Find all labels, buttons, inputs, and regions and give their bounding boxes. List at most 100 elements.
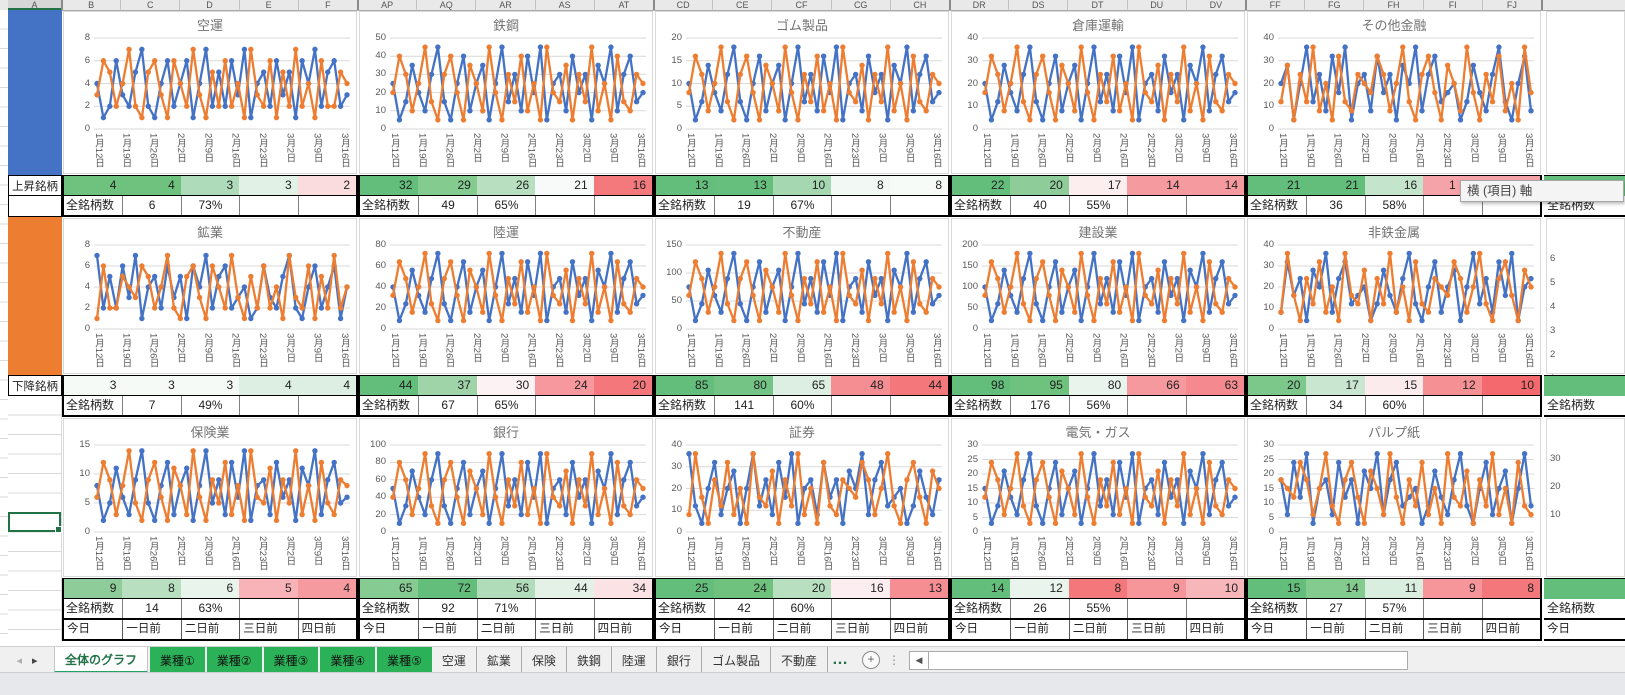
total-cell[interactable]: 56% [1068,396,1127,415]
column-header-CF[interactable]: CF [772,0,832,10]
tab-銀行[interactable]: 銀行 [657,647,702,673]
tab-業種③[interactable]: 業種③ [263,647,319,673]
day-label-cell[interactable]: 三日前 [239,620,297,639]
total-cell[interactable] [239,196,297,215]
heat-cell[interactable]: 20 [1010,176,1069,195]
partial-total-cell[interactable]: 全銘柄数 [1544,396,1625,417]
column-header-DU[interactable]: DU [1128,0,1187,10]
heat-cell[interactable]: 65 [772,376,832,395]
total-cell[interactable] [889,599,948,618]
tab-不動産[interactable]: 不動産 [771,647,828,673]
heat-cell[interactable]: 24 [714,579,773,598]
total-cell[interactable]: 全銘柄数 [658,198,707,212]
heat-cell[interactable]: 34 [593,579,653,598]
falling-color-block[interactable] [8,217,62,375]
tab-保険[interactable]: 保険 [522,647,567,673]
day-label-cell[interactable]: 三日前 [831,620,889,639]
day-label-cell[interactable]: 三日前 [1127,620,1185,639]
total-cell[interactable]: 63% [180,599,239,618]
heat-cell[interactable]: 95 [1010,376,1069,395]
heat-cell[interactable]: 4 [297,579,357,598]
heat-cell[interactable]: 44 [535,579,594,598]
total-cell[interactable]: 全銘柄数 [66,398,115,412]
total-cell[interactable] [1423,599,1481,618]
heat-cell[interactable]: 8 [889,176,949,195]
column-header-F[interactable]: F [299,0,358,10]
total-cell[interactable]: 92 [418,599,476,618]
column-header-CH[interactable]: CH [891,0,950,10]
heat-cell[interactable]: 3 [64,376,123,395]
heat-cell[interactable]: 14 [1127,176,1186,195]
chart-証券[interactable]: 証券 0 10 20 30 40 1月12日 1月19日 1月26日 2月2日 2月9日 2月16日 2… [655,418,949,577]
chart-非鉄金属[interactable]: 非鉄金属 0 10 20 30 40 1月12日 1月19日 1月26日 2月2日 2月9日 2月16… [1247,218,1541,374]
heat-cell[interactable]: 10 [772,176,832,195]
column-header-AQ[interactable]: AQ [417,0,477,10]
chart-銀行[interactable]: 銀行 0 20 40 60 80 100 1月12日 1月19日 1月26日 2月2日 2月9日 2月1… [359,418,653,577]
heat-cell[interactable]: 65 [360,579,419,598]
partial-day-cell[interactable]: 今日 [1544,620,1625,641]
day-label-cell[interactable]: 一日前 [122,620,180,639]
total-cell[interactable]: 60% [772,396,831,415]
heat-cell[interactable]: 3 [122,376,181,395]
column-header-AT[interactable]: AT [595,0,654,10]
heat-cell[interactable]: 8 [1481,579,1541,598]
tab-鉱業[interactable]: 鉱業 [477,647,522,673]
chart-鉄鋼[interactable]: 鉄鋼 0 10 20 30 40 50 1月12日 1月19日 1月26日 2月2日 2月9日 2月16… [359,11,653,174]
total-cell[interactable] [1185,396,1244,415]
day-label-cell[interactable]: 四日前 [297,620,356,639]
tab-鉄鋼[interactable]: 鉄鋼 [567,647,612,673]
total-cell[interactable] [1185,599,1244,618]
heat-cell[interactable]: 16 [1364,176,1424,195]
column-header-D[interactable]: D [180,0,240,10]
day-label-cell[interactable]: 四日前 [889,620,948,639]
heat-cell[interactable]: 25 [656,579,715,598]
column-header-FG[interactable]: FG [1305,0,1365,10]
heat-cell[interactable]: 14 [1306,579,1365,598]
total-cell[interactable]: 14 [122,599,180,618]
total-cell[interactable] [1127,196,1185,215]
total-cell[interactable]: 34 [1306,396,1364,415]
column-header-AS[interactable]: AS [536,0,595,10]
total-cell[interactable]: 19 [714,196,772,215]
rising-color-block[interactable] [8,10,62,175]
heat-cell[interactable]: 11 [1364,579,1424,598]
heat-cell[interactable]: 22 [952,176,1011,195]
total-cell[interactable] [1423,196,1481,215]
heat-cell[interactable]: 5 [239,579,298,598]
day-label-cell[interactable]: 二日前 [180,620,239,639]
heat-cell[interactable]: 4 [122,176,181,195]
total-cell[interactable]: 57% [1364,599,1423,618]
heat-cell[interactable]: 15 [1364,376,1424,395]
total-cell[interactable] [297,599,356,618]
total-cell[interactable]: 26 [1010,599,1068,618]
tab-陸運[interactable]: 陸運 [612,647,657,673]
column-header-CG[interactable]: CG [832,0,891,10]
heat-cell[interactable]: 80 [1068,376,1128,395]
heat-cell[interactable]: 10 [1185,579,1245,598]
chart-建設業[interactable]: 建設業 0 50 100 150 200 1月12日 1月19日 1月26日 2月2日 2月9日 2月… [951,218,1245,374]
heat-cell[interactable]: 98 [952,376,1011,395]
selected-cell[interactable] [8,512,62,533]
heat-cell[interactable]: 63 [1185,376,1245,395]
tabbar-divider-dots-icon[interactable]: ⋮ [887,653,901,667]
total-cell[interactable]: 全銘柄数 [362,398,411,412]
total-cell[interactable]: 55% [1068,196,1127,215]
chart-不動産[interactable]: 不動産 0 50 100 150 1月12日 1月19日 1月26日 2月2日 2月9日 2月16日… [655,218,949,374]
total-cell[interactable] [535,396,593,415]
total-cell[interactable]: 65% [476,196,535,215]
heat-cell[interactable]: 20 [772,579,832,598]
total-cell[interactable]: 全銘柄数 [1250,398,1299,412]
heat-cell[interactable]: 30 [476,376,536,395]
column-header-CE[interactable]: CE [713,0,773,10]
chart-鉱業[interactable]: 鉱業 0 2 4 6 8 1月12日 1月19日 1月26日 2月2日 2月9日 2月16日 2月23日… [63,218,357,374]
total-cell[interactable]: 71% [476,599,535,618]
chart-その他金融[interactable]: その他金融 0 10 20 30 40 1月12日 1月19日 1月26日 2月2日 2月9日 2月1… [1247,11,1541,174]
tab-active-zentai-no-graph[interactable]: 全体のグラフ [54,647,149,673]
heat-cell[interactable]: 13 [656,176,715,195]
total-cell[interactable]: 60% [772,599,831,618]
heat-cell[interactable]: 66 [1127,376,1186,395]
heat-cell[interactable]: 37 [418,376,477,395]
heat-cell[interactable]: 8 [1068,579,1128,598]
total-cell[interactable] [1481,196,1540,215]
heat-cell[interactable]: 17 [1306,376,1365,395]
